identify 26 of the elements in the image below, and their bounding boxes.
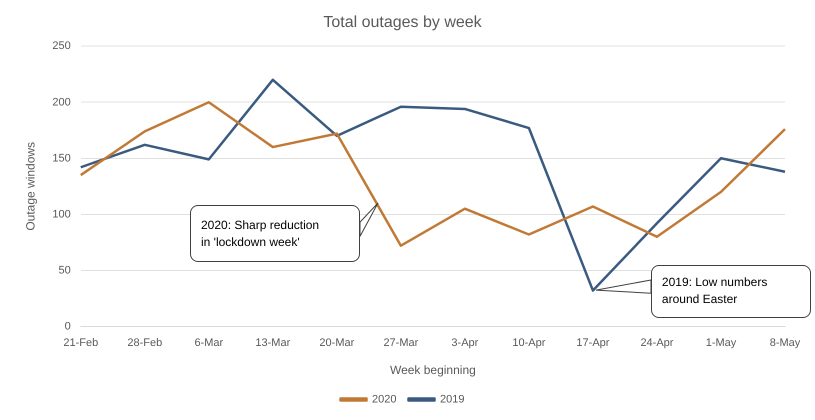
y-tick-label: 100 [52, 208, 71, 220]
y-tick-label: 150 [52, 152, 71, 164]
x-tick-label: 28-Feb [127, 337, 162, 350]
y-tick-label: 50 [58, 264, 71, 276]
legend-label: 2020 [372, 394, 397, 406]
annotation: 2019: Low numbers around Easter [662, 274, 768, 308]
x-tick-label: 20-Mar [319, 337, 355, 350]
x-tick-label: 13-Mar [255, 337, 291, 350]
legend-label: 2019 [440, 394, 464, 406]
x-tick-label: 6-Mar [194, 337, 224, 350]
y-tick-label: 0 [64, 320, 71, 332]
x-tick-label: 3-Apr [451, 337, 479, 350]
y-axis-title: Outage windows [24, 142, 38, 231]
y-tick-label: 250 [52, 40, 71, 52]
x-tick-label: 21-Feb [63, 337, 98, 350]
x-tick-label: 27-Mar [383, 337, 419, 350]
y-tick-label: 200 [52, 96, 71, 108]
x-tick-label: 10-Apr [512, 337, 546, 350]
x-tick-label: 24-Apr [640, 337, 674, 350]
x-tick-label: 1-May [706, 337, 737, 350]
chart-title: Total outages by week [323, 14, 483, 32]
x-tick-label: 8-May [770, 337, 801, 350]
annotation: 2020: Sharp reduction in 'lockdown week' [201, 216, 320, 250]
callout-box: 2019: Low numbers around Easter [650, 264, 811, 318]
x-tick-label: 17-Apr [576, 337, 610, 350]
x-axis-title: Week beginning [390, 363, 476, 378]
